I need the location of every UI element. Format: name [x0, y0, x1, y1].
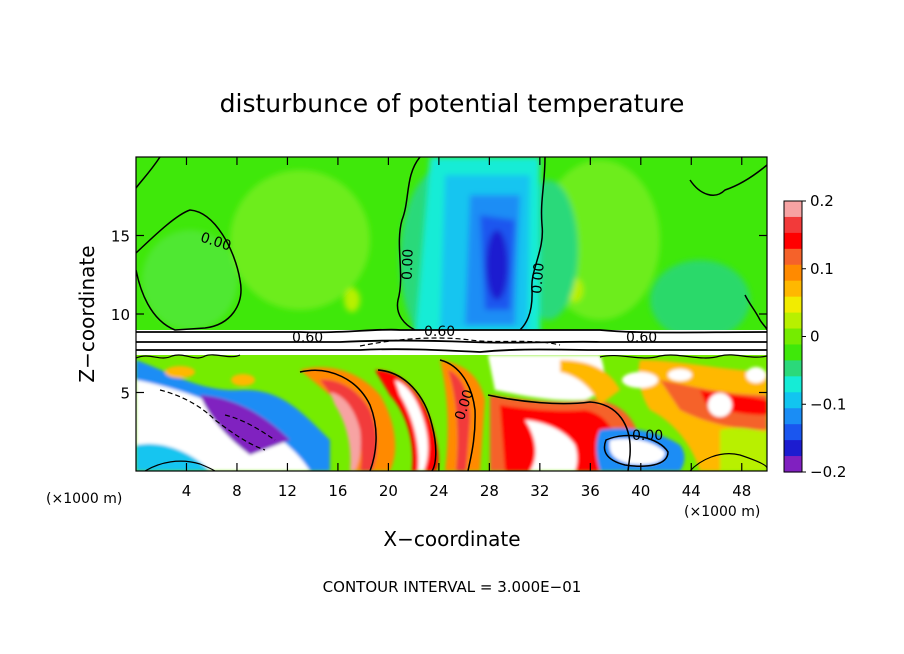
contour-lines: [136, 157, 767, 471]
x-tick-label: 40: [631, 482, 650, 500]
contour-bottom-left: [144, 460, 216, 471]
contour-lower-swirl-1: [299, 369, 377, 471]
colorbar-swatch: [784, 328, 802, 346]
colorbar: 0.2 0.1 0 −0.1 −0.2: [783, 192, 846, 481]
x-tick-label: 20: [379, 482, 398, 500]
x-tick-label: 28: [480, 482, 499, 500]
contour-label: 0.60: [424, 324, 455, 340]
contour-label: 0.00: [529, 262, 548, 294]
contour-dashed-lower-center: [224, 414, 276, 441]
colorbar-swatch: [784, 360, 802, 377]
colorbar-swatch: [784, 344, 802, 362]
colorbar-swatch: [784, 280, 802, 298]
colorbar-swatch: [784, 440, 802, 457]
contour-bottom-right: [689, 453, 767, 471]
colorbar-swatch: [784, 201, 802, 218]
contour-sixty-band-low: [136, 348, 767, 353]
contour-dashed-center: [359, 337, 561, 347]
cold-plume: [415, 157, 540, 335]
x-tick-label: 48: [732, 482, 751, 500]
colorbar-swatch: [784, 376, 802, 393]
y-tick-label: 5: [120, 385, 130, 403]
colorbar-swatch: [784, 296, 802, 314]
contour-lower-swirl-2: [377, 369, 437, 471]
colorbar-tick-label: −0.2: [810, 463, 846, 481]
x-tick-label: 44: [682, 482, 701, 500]
contour-dashed-lower-left: [159, 389, 266, 451]
colorbar-swatch: [784, 264, 802, 282]
x-axis: 4 8 12 16 20 24 28 32 36 40 44 48: [182, 157, 751, 500]
colorbar-swatch: [784, 456, 802, 473]
y-axis-unit: (×1000 m): [46, 491, 122, 507]
contour-zero-top-left: [136, 157, 161, 189]
colorbar-tick-label: 0.1: [810, 260, 834, 278]
lower-layer-texture: [136, 355, 767, 471]
contour-lower-right-loop: [603, 434, 669, 467]
x-tick-label: 24: [429, 482, 448, 500]
contour-sixty-band-top: [136, 328, 767, 334]
colorbar-tick-label: 0: [810, 328, 820, 346]
contour-sixty-band-mid: [136, 339, 767, 344]
contour-lower-wiggle: [136, 354, 241, 359]
colorbar-swatch: [784, 216, 802, 234]
colorbar-swatch: [784, 392, 802, 409]
contour-label: 0.00: [400, 248, 417, 280]
contour-lower-swirl-3: [439, 359, 476, 471]
x-axis-label: X−coordinate: [383, 527, 520, 551]
contour-zero-top-right: [689, 164, 767, 196]
x-tick-label: 16: [328, 482, 347, 500]
x-axis-unit: (×1000 m): [684, 504, 760, 520]
colorbar-swatch: [784, 232, 802, 250]
x-tick-label: 4: [182, 482, 192, 500]
colorbar-swatch: [784, 248, 802, 266]
x-tick-label: 8: [232, 482, 242, 500]
x-tick-label: 36: [581, 482, 600, 500]
colorbar-swatch: [784, 408, 802, 425]
contour-label: 0.60: [626, 330, 657, 346]
colorbar-tick-label: −0.1: [810, 395, 846, 413]
y-tick-label: 15: [111, 228, 130, 246]
colorbar-swatch: [784, 424, 802, 441]
contour-interval-note: CONTOUR INTERVAL = 3.000E−01: [323, 578, 582, 596]
contour-zero-left: [136, 209, 242, 331]
y-axis: 5 10 15: [111, 228, 767, 403]
chart-title: disturbunce of potential temperature: [220, 89, 685, 118]
contour-lower-wiggle-right: [599, 354, 767, 359]
plot-area: 0.00 0.00 0.00 0.60 0.60 0.60 0.00 0.00: [136, 157, 767, 471]
x-tick-label: 12: [278, 482, 297, 500]
contour-zero-plume-right: [519, 157, 546, 331]
contour-label: 0.60: [292, 330, 323, 346]
contour-zero-right-edge: [744, 294, 767, 331]
contour-label: 0.00: [632, 428, 663, 444]
x-tick-label: 32: [530, 482, 549, 500]
colorbar-tick-label: 0.2: [810, 192, 834, 210]
contour-zero-plume-left: [396, 157, 421, 331]
y-axis-label: Z−coordinate: [75, 245, 99, 382]
colorbar-swatch: [784, 312, 802, 330]
y-tick-label: 10: [111, 306, 130, 324]
